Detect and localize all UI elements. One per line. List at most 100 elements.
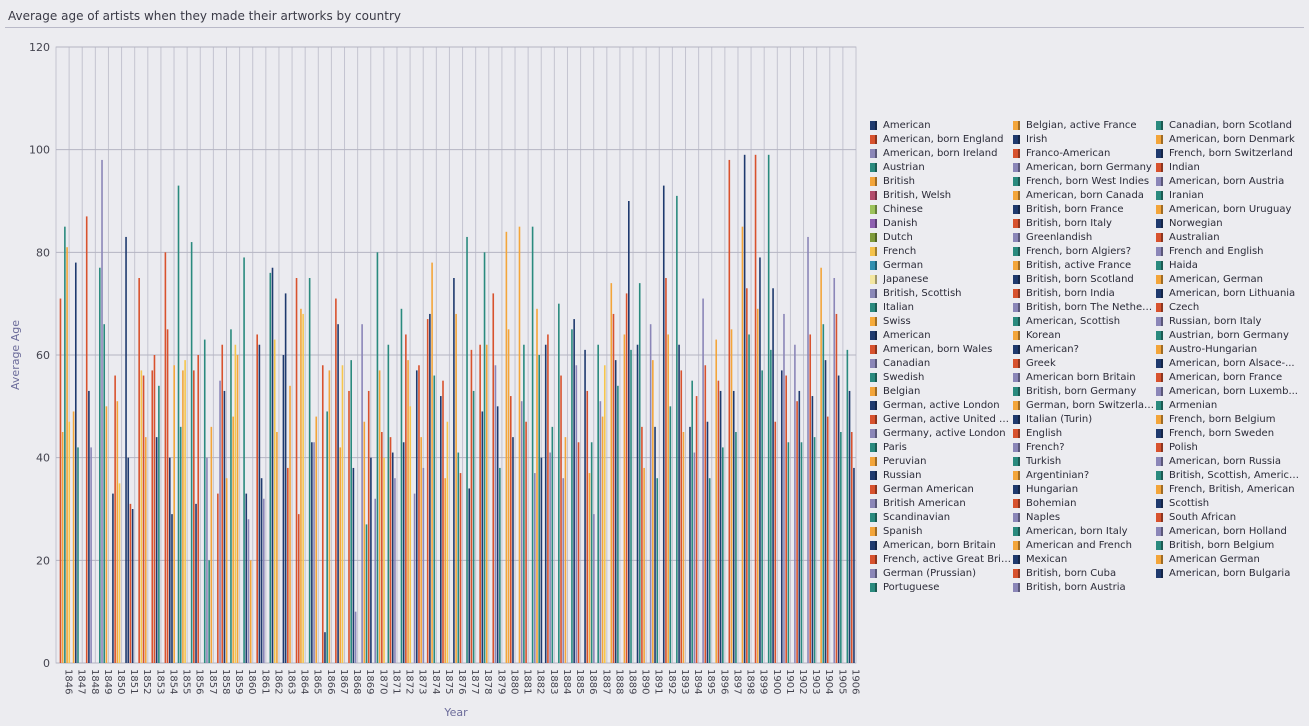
data-bar	[820, 267, 822, 663]
data-bar	[256, 334, 258, 663]
legend-label: American, born Italy	[1026, 525, 1128, 537]
legend-item: British, born France	[1013, 202, 1156, 216]
data-bar	[103, 324, 106, 663]
data-bar	[628, 201, 630, 663]
data-bar	[505, 231, 508, 664]
data-bar	[370, 457, 372, 663]
legend-item: French?	[1013, 440, 1156, 454]
legend-label: British, Scottish, American	[1169, 469, 1299, 481]
legend-swatch	[1156, 134, 1163, 144]
legend-item: Bohemian	[1013, 496, 1156, 510]
data-bar	[348, 390, 350, 663]
data-bar	[571, 329, 573, 663]
legend-item: Argentinian?	[1013, 468, 1156, 482]
data-bar	[759, 257, 761, 663]
legend-swatch	[870, 134, 877, 144]
legend-label: German American	[883, 483, 974, 495]
legend-label: American, born Bulgaria	[1169, 567, 1291, 579]
legend-item: French, born West Indies	[1013, 174, 1156, 188]
legend-label: Mexican	[1026, 553, 1068, 565]
legend-item: British American	[870, 496, 1013, 510]
data-bar	[558, 303, 560, 663]
data-bar	[203, 339, 206, 663]
data-bar	[780, 370, 783, 663]
legend-swatch	[1013, 540, 1020, 550]
x-tick-label: 1869	[364, 669, 375, 694]
legend-swatch	[870, 442, 877, 452]
data-bar	[715, 339, 718, 663]
data-bar	[297, 514, 300, 663]
legend-item: German, active London	[870, 398, 1013, 412]
data-bar	[575, 365, 578, 663]
legend-item: Spanish	[870, 524, 1013, 538]
data-bar	[680, 370, 683, 663]
data-bar	[652, 360, 654, 663]
data-bar	[614, 360, 617, 663]
data-bar	[741, 226, 744, 663]
legend-label: German (Prussian)	[883, 567, 976, 579]
data-bar	[335, 298, 337, 663]
x-tick-label: 1901	[784, 669, 795, 694]
legend-item: American, born Uruguay	[1156, 202, 1299, 216]
legend-swatch	[1013, 456, 1020, 466]
legend-item: Belgian, active France	[1013, 118, 1156, 132]
data-bar	[72, 411, 75, 663]
legend-swatch	[1013, 246, 1020, 256]
data-bar	[636, 344, 639, 663]
legend-swatch	[870, 120, 877, 130]
legend-swatch	[1156, 190, 1163, 200]
legend-item: Austro-Hungarian	[1156, 342, 1299, 356]
data-bar	[140, 370, 143, 663]
data-bar	[223, 390, 226, 663]
data-bar	[767, 154, 770, 664]
data-bar	[468, 488, 471, 663]
legend-label: German, active United S...	[883, 413, 1013, 425]
x-tick-label: 1865	[312, 669, 323, 694]
legend-label: Bohemian	[1026, 497, 1077, 509]
legend-swatch	[1156, 484, 1163, 494]
legend-swatch	[870, 344, 877, 354]
legend-swatch	[1013, 162, 1020, 172]
data-bar	[730, 329, 733, 663]
data-bar	[378, 370, 381, 663]
x-tick-label: 1904	[823, 669, 834, 694]
legend-swatch	[870, 582, 877, 592]
legend-label: British, Scottish	[883, 287, 962, 299]
data-bar	[365, 524, 368, 663]
legend-label: American	[883, 329, 931, 341]
data-bar	[496, 406, 499, 663]
data-bar	[363, 421, 366, 663]
data-bar	[429, 313, 431, 663]
legend-swatch	[1013, 470, 1020, 480]
legend-item: Russian, born Italy	[1156, 314, 1299, 328]
x-tick-label: 1884	[561, 669, 572, 694]
legend-swatch	[870, 540, 877, 550]
data-bar	[230, 329, 232, 663]
legend-item: Portuguese	[870, 580, 1013, 594]
data-bar	[798, 390, 801, 663]
data-bar	[260, 478, 263, 663]
data-bar	[807, 236, 809, 663]
legend-item: German, born Switzerland	[1013, 398, 1156, 412]
legend-item: Turkish	[1013, 454, 1156, 468]
data-bar	[352, 467, 355, 663]
x-tick-label: 1905	[836, 669, 847, 694]
legend-label: British, born Scotland	[1026, 273, 1134, 285]
data-bar	[783, 313, 785, 663]
data-bar	[273, 339, 276, 663]
data-bar	[597, 344, 599, 663]
data-bar	[761, 370, 763, 663]
data-bar	[405, 334, 407, 663]
legend-item: Mexican	[1013, 552, 1156, 566]
data-bar	[295, 278, 298, 663]
legend-swatch	[1156, 414, 1163, 424]
legend-label: Scottish	[1169, 497, 1210, 509]
legend-swatch	[1156, 512, 1163, 522]
data-bar	[376, 252, 379, 664]
legend-label: Naples	[1026, 511, 1061, 523]
legend-label: French and English	[1169, 245, 1264, 257]
legend-swatch	[1156, 526, 1163, 536]
legend-label: American German	[1169, 553, 1260, 565]
data-bar	[129, 503, 132, 663]
data-bar	[743, 154, 746, 664]
